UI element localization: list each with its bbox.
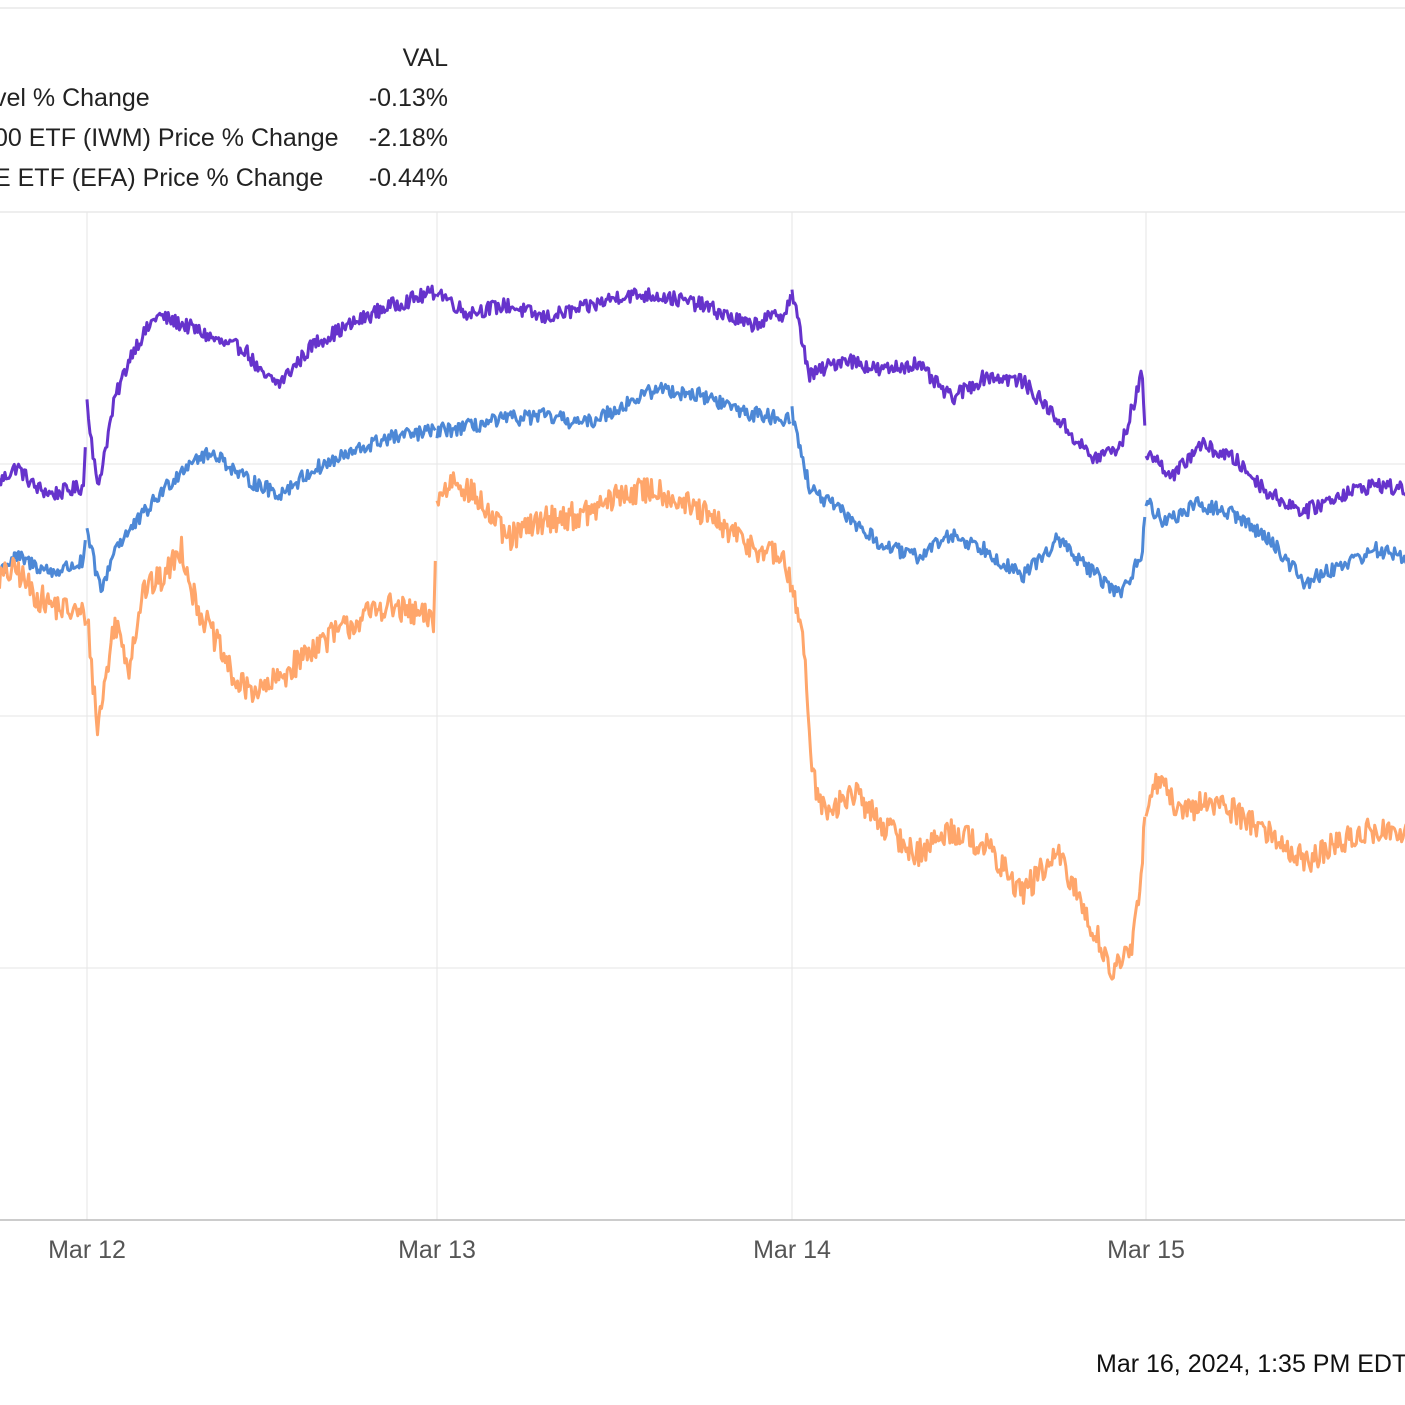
legend-value-iwm: -2.18% [368, 124, 448, 152]
x-tick-label: Mar 14 [753, 1236, 831, 1264]
x-tick-label: Mar 12 [48, 1236, 126, 1264]
series-line-0 [0, 284, 1405, 520]
legend-label-iwm: 00 ETF (IWM) Price % Change [0, 124, 339, 152]
x-tick-label: Mar 13 [398, 1236, 476, 1264]
legend-header: VAL [402, 44, 448, 72]
series-line-1 [0, 471, 1405, 981]
gridlines [0, 212, 1405, 1220]
x-tick-labels: Mar 12 Mar 13 Mar 14 Mar 15 [48, 1236, 1185, 1264]
series-layer [0, 284, 1405, 981]
legend-label-vel: vel % Change [0, 84, 150, 112]
legend-value-vel: -0.13% [368, 84, 448, 112]
x-tick-label: Mar 15 [1107, 1236, 1185, 1264]
series-line-2 [0, 381, 1405, 599]
legend-value-efa: -0.44% [368, 164, 448, 192]
footer-timestamp: Mar 16, 2024, 1:35 PM EDT Po [1096, 1350, 1405, 1378]
legend-label-efa: E ETF (EFA) Price % Change [0, 164, 324, 192]
